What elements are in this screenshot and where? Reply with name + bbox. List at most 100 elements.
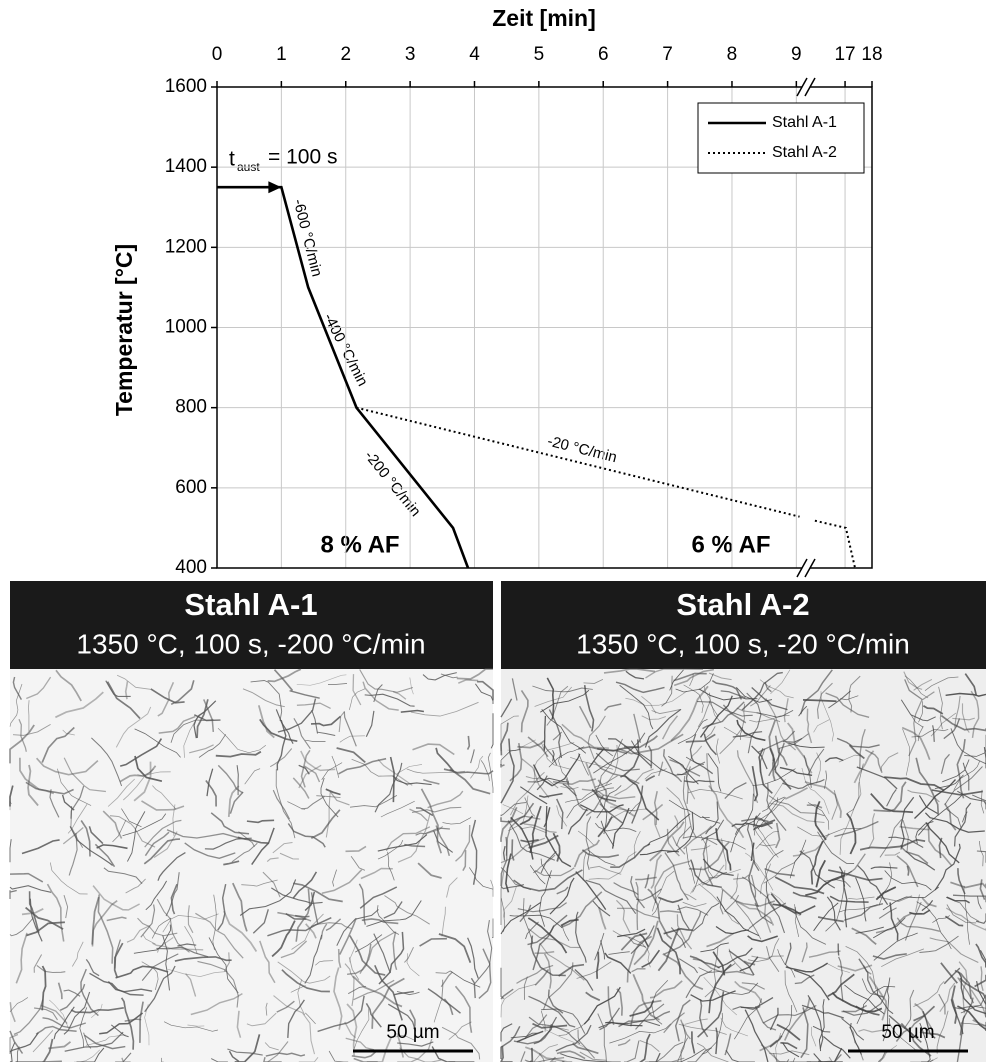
x-tick-label: 2 [340,44,351,65]
grain-boundary [608,808,648,820]
grain-boundary [944,766,983,805]
grain-boundary [203,699,215,732]
grain-boundary [427,790,464,809]
grain-boundary [859,728,866,770]
grain-boundary [875,912,923,934]
grain-boundary [285,912,307,920]
grain-boundary [857,864,889,906]
grain-boundary [349,795,398,808]
grain-boundary [576,961,612,979]
axis-break-mark [804,77,816,97]
grain-boundary [698,688,758,701]
grain-boundary [980,966,984,991]
grain-boundary [500,1025,521,1059]
grain-boundary [818,999,825,1052]
grain-boundary [139,1001,144,1043]
grain-boundary [552,778,597,786]
grain-boundary [500,836,508,887]
grain-boundary [304,934,323,984]
grain-boundary [647,888,673,940]
grain-boundary [276,719,287,771]
grain-boundary [858,958,884,998]
grain-boundary [699,999,709,1038]
grain-boundary [663,927,693,935]
grain-boundary [725,1049,755,1062]
grain-boundary [748,860,759,908]
grain-boundary [417,862,442,879]
grain-boundary [478,948,492,999]
grain-boundary [112,819,127,843]
grain-boundary [656,1057,685,1062]
grain-boundary [680,1019,691,1040]
grain-boundary [500,738,515,804]
grain-boundary [768,719,777,762]
grain-boundary [760,863,772,895]
grain-boundary [232,882,248,932]
grain-boundary [800,1007,809,1059]
grain-boundary [456,668,493,680]
y-tick-label: 1600 [165,76,207,97]
grain-boundary [754,823,779,858]
grain-boundary [856,985,896,1025]
grain-boundary [552,832,561,862]
grain-boundary [662,749,683,783]
grain-boundary [940,962,958,984]
grain-boundary [736,900,775,926]
grain-boundary [697,692,711,728]
grain-boundary [846,812,857,855]
grain-boundary [855,877,867,922]
grain-boundary [562,783,577,797]
grain-boundary [449,970,481,988]
grain-boundary [848,675,861,713]
grain-boundary [361,918,399,925]
grain-boundary [754,902,772,924]
grain-boundary [353,1008,370,1049]
grain-boundary [196,699,209,739]
grain-boundary [762,796,785,812]
grain-boundary [916,901,952,950]
grain-boundary [124,1018,142,1022]
grain-boundary [799,850,836,889]
grain-boundary [344,1021,356,1039]
grain-boundary [824,757,844,763]
grain-boundary [487,752,494,793]
grain-boundary [943,967,961,985]
grain-boundary [723,726,752,738]
grain-boundary [415,807,434,817]
grain-boundary [886,789,897,807]
grain-boundary [107,981,153,993]
grain-boundary [817,870,852,891]
grain-boundary [783,997,811,1041]
grain-boundary [904,679,923,701]
grain-boundary [534,950,555,954]
grain-boundary [448,1021,472,1040]
grain-boundary [677,1023,687,1062]
grain-boundary [745,852,774,891]
grain-boundary [924,812,985,833]
grain-boundary [534,686,572,707]
grain-boundary [914,1003,933,1029]
grain-boundary [143,838,181,865]
grain-boundary [109,815,156,848]
grain-boundary [441,906,446,937]
grain-boundary [13,999,44,1035]
grain-boundary [841,1017,865,1041]
grain-boundary [84,1034,126,1050]
grain-boundary [813,719,830,733]
grain-boundary [385,826,431,852]
grain-boundary [654,816,661,838]
grain-boundary [902,728,910,776]
grain-boundary [89,972,144,996]
grain-boundary [642,803,664,821]
grain-boundary [879,818,903,858]
grain-boundary [766,782,787,831]
grain-boundary [366,1037,392,1062]
grain-boundary [914,894,921,912]
grain-boundary [945,692,986,697]
grain-boundary [954,969,972,999]
axis-break-mark [804,558,816,578]
grain-boundary [91,896,100,945]
grain-boundary [921,1059,934,1062]
grain-boundary [906,865,910,876]
grain-boundary [736,719,766,742]
